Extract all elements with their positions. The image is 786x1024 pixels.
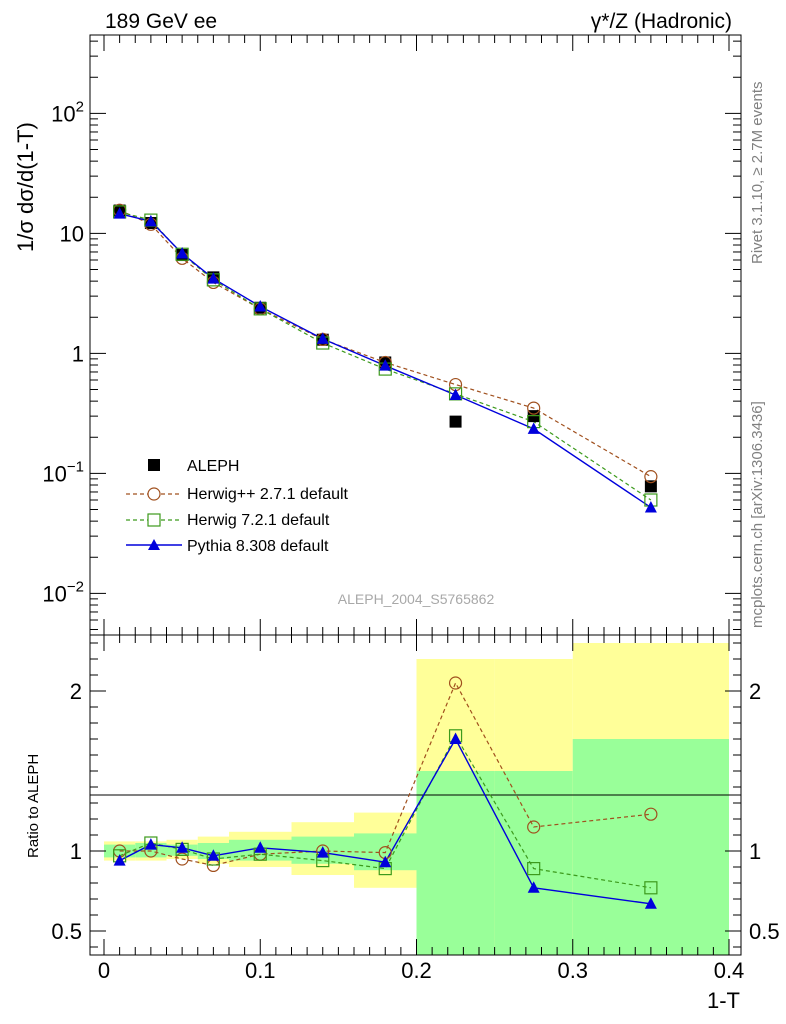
main-point-pythia [379, 359, 392, 371]
legend-marker-pythia [148, 539, 160, 550]
analysis-id-watermark: ALEPH_2004_S5765862 [338, 591, 495, 607]
legend-label-herwig7: Herwig 7.2.1 default [187, 512, 330, 529]
ratio-y-tick-label: 2 [70, 679, 82, 704]
main-y-tick-label: 10−1 [42, 458, 84, 486]
ratio-band-inner [416, 771, 495, 955]
ratio-point-herwig7 [527, 861, 541, 876]
main-point-pythia [527, 422, 540, 434]
main-point-pythia [176, 246, 189, 259]
legend: ALEPH Herwig++ 2.7.1 default Herwig 7.2.… [126, 458, 349, 555]
ratio-point-herwigpp [175, 852, 189, 866]
ratio-point-pythia [113, 854, 126, 866]
ratio-point-pythia [207, 849, 220, 861]
ratio-plot-frame [89, 634, 742, 956]
mcplots-reference-label: mcplots.cern.ch [arXiv:1306.3436] [749, 401, 766, 628]
main-point-pythia [316, 332, 329, 344]
ratio-point-pythia [644, 897, 657, 909]
ratio-series-group [113, 676, 658, 909]
main-y-axis-label: 1/σ dσ/d(1-T) [13, 122, 38, 252]
main-point-pythia [113, 207, 126, 219]
legend-label-herwigpp: Herwig++ 2.7.1 default [187, 486, 349, 503]
main-point-data [449, 415, 462, 428]
ratio-point-pythia [527, 881, 540, 893]
main-series-group [113, 203, 658, 513]
ratio-y-tick-label: 0.5 [51, 919, 82, 944]
ratio-point-herwigpp [448, 676, 463, 690]
ratio-y-tick-label-right: 0.5 [749, 919, 780, 944]
ratio-band-inner [135, 843, 167, 858]
main-point-pythia [254, 299, 267, 312]
main-y-tick-label: 102 [51, 98, 84, 126]
main-point-pythia [449, 388, 462, 400]
x-tick-label: 0.3 [557, 958, 588, 983]
ratio-y-axis-label: Ratio to ALEPH [25, 754, 42, 858]
ratio-point-pythia [176, 841, 189, 853]
main-y-tick-label: 10−2 [42, 578, 84, 606]
ratio-line-pythia [119, 737, 651, 905]
legend-marker-aleph [148, 459, 160, 471]
legend-label-aleph: ALEPH [187, 458, 239, 475]
ratio-point-pythia [449, 732, 462, 744]
main-line-pythia [119, 212, 652, 509]
ratio-band-inner [572, 739, 729, 955]
main-point-pythia [644, 500, 657, 513]
ratio-line-herwigpp [119, 681, 651, 867]
main-point-pythia [207, 272, 220, 284]
ratio-y-tick-label-right: 1 [749, 839, 761, 864]
ratio-point-pythia [144, 838, 157, 850]
ratio-point-herwigpp [644, 807, 658, 821]
main-y-tick-label: 10 [60, 221, 84, 246]
chart-title-left: 189 GeV ee [105, 10, 217, 33]
main-point-data [644, 480, 657, 493]
main-line-herwig7 [119, 211, 652, 501]
ratio-point-herwigpp [527, 820, 541, 834]
x-tick-label: 0 [98, 958, 110, 983]
ratio-point-pythia [316, 846, 329, 858]
main-point-herwigpp [527, 401, 541, 415]
main-point-herwigpp [644, 470, 658, 484]
ratio-point-pythia [254, 841, 267, 853]
main-point-pythia [144, 214, 157, 227]
ratio-uncertainty-bands [104, 643, 729, 955]
x-tick-label: 0.1 [245, 958, 276, 983]
rivet-version-label: Rivet 3.1.10, ≥ 2.7M events [749, 82, 766, 265]
main-y-tick-label: 1 [72, 341, 84, 366]
ratio-point-herwig7 [644, 881, 658, 895]
legend-label-pythia: Pythia 8.308 default [187, 538, 329, 555]
x-tick-label: 0.2 [401, 958, 432, 983]
x-tick-label: 0.4 [714, 958, 745, 983]
ratio-point-pythia [379, 855, 392, 868]
ratio-y-tick-label: 1 [70, 839, 82, 864]
legend-marker-herwig7 [147, 513, 161, 527]
legend-marker-herwigpp [147, 487, 161, 501]
ratio-y-tick-label-right: 2 [749, 679, 761, 704]
chart-title-right: γ*/Z (Hadronic) [591, 10, 732, 33]
x-axis-label: 1-T [707, 988, 740, 1013]
main-line-herwigpp [119, 209, 652, 478]
